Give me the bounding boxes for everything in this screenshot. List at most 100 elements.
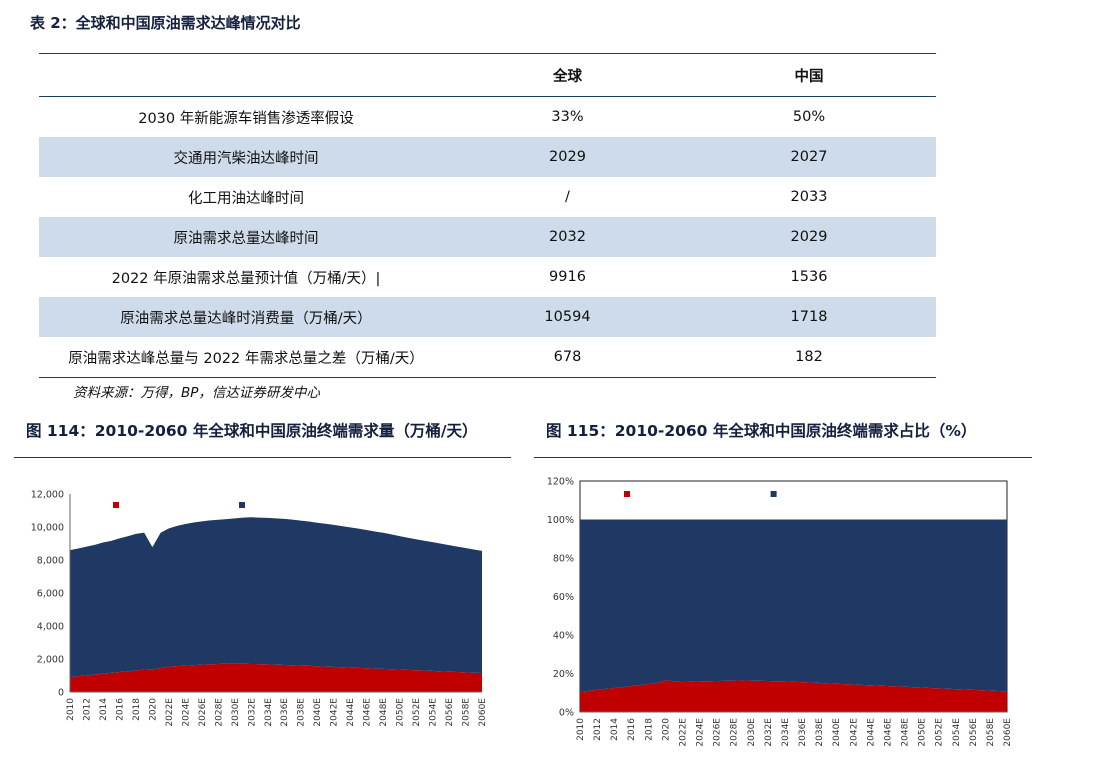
table-row: 化工用油达峰时间 / 2033 — [39, 177, 936, 217]
row-global-value: 2029 — [549, 149, 586, 165]
x-tick-label: 2024E — [181, 698, 191, 727]
x-tick-label: 2010 — [576, 718, 586, 741]
x-tick-label: 2048E — [901, 718, 911, 747]
x-tick-label: 2014 — [99, 698, 109, 721]
legend-label: 除中国外其他区域需求总量占比 — [780, 487, 920, 500]
legend-label: 中国原油终端需求总量占比 — [633, 487, 753, 500]
row-global-value: 678 — [553, 349, 582, 365]
y-tick-label: 10,000 — [31, 523, 64, 534]
row-label: 交通用汽柴油达峰时间 — [173, 150, 319, 167]
y-tick-label: 120% — [547, 477, 574, 488]
y-tick-label: 12,000 — [31, 490, 64, 501]
x-tick-label: 2030E — [747, 718, 757, 747]
source-note: 资料来源：万得，BP，信达证券研发中心 — [73, 385, 320, 401]
x-tick-label: 2014 — [610, 718, 620, 741]
x-tick-label: 2024E — [696, 718, 706, 747]
row-global-value: 2032 — [549, 229, 586, 245]
x-tick-label: 2020 — [661, 718, 671, 741]
x-tick-label: 2058E — [986, 718, 996, 747]
row-china-value: 182 — [795, 349, 823, 365]
x-tick-label: 2044E — [866, 718, 876, 747]
header-cell-global: 全球 — [553, 68, 582, 85]
series-area-0 — [580, 680, 1007, 712]
x-tick-label: 2034E — [264, 698, 274, 727]
x-tick-label: 2050E — [396, 698, 406, 727]
y-tick-label: 80% — [553, 554, 574, 565]
table-header-row: 全球 中国 — [39, 54, 936, 97]
x-tick-label: 2012 — [593, 718, 603, 741]
chart-115-title-rule — [534, 457, 1032, 458]
x-tick-label: 2056E — [969, 718, 979, 747]
row-label: 2030 年新能源车销售渗透率假设 — [138, 110, 354, 127]
y-tick-label: 60% — [553, 592, 574, 603]
chart-114-demand-volume: 0 2,000 4,000 6,000 8,000 10,000 12,000 2010 201… — [31, 490, 488, 727]
x-tick-label: 2018 — [132, 698, 142, 721]
x-tick-label: 2046E — [883, 718, 893, 747]
x-tick-label: 2020 — [148, 698, 158, 721]
x-tick-label: 2026E — [713, 718, 723, 747]
x-tick-label: 2022E — [678, 718, 688, 747]
x-tick-label: 2060E — [478, 698, 488, 727]
x-tick-label: 2058E — [462, 698, 472, 727]
row-global-value: 9916 — [549, 269, 586, 285]
x-tick-label: 2060E — [1003, 718, 1013, 747]
x-tick-label: 2016 — [115, 698, 125, 721]
x-tick-label: 2016 — [627, 718, 637, 741]
series-area-1 — [70, 517, 482, 678]
table-title: 表 2：全球和中国原油需求达峰情况对比 — [30, 14, 301, 32]
x-tick-label: 2032E — [764, 718, 774, 747]
legend-swatch — [770, 491, 777, 497]
x-tick-label: 2018 — [644, 718, 654, 741]
table-row: 2030 年新能源车销售渗透率假设 33% 50% — [39, 97, 936, 137]
y-tick-label: 4,000 — [37, 622, 64, 633]
row-label: 2022 年原油需求总量预计值（万桶/天）| — [111, 270, 381, 287]
row-global-value: 10594 — [544, 309, 591, 325]
x-tick-label: 2050E — [918, 718, 928, 747]
table-row: 2022 年原油需求总量预计值（万桶/天）| 9916 1536 — [39, 257, 936, 297]
table-row: 原油需求总量达峰时消费量（万桶/天） 10594 1718 — [39, 297, 936, 337]
y-tick-label: 2,000 — [37, 655, 64, 666]
x-tick-label: 2028E — [214, 698, 224, 727]
row-china-value: 2029 — [790, 229, 828, 245]
row-global-value: / — [565, 189, 570, 205]
x-tick-label: 2042E — [330, 698, 340, 727]
row-label: 化工用油达峰时间 — [188, 190, 304, 207]
x-tick-label: 2052E — [935, 718, 945, 747]
chart-114-title-rule — [14, 457, 511, 458]
x-tick-label: 2010 — [66, 698, 76, 721]
x-tick-label: 2056E — [445, 698, 455, 727]
row-label: 原油需求总量达峰时消费量（万桶/天） — [120, 310, 372, 327]
y-tick-label: 100% — [547, 515, 574, 526]
row-label: 原油需求达峰总量与 2022 年需求总量之差（万桶/天） — [68, 350, 424, 367]
legend-swatch — [113, 502, 119, 508]
row-china-value: 50% — [792, 109, 826, 125]
x-tick-label: 2048E — [379, 698, 389, 727]
y-tick-label: 20% — [553, 669, 574, 680]
x-tick-label: 2026E — [198, 698, 208, 727]
legend-swatch — [624, 491, 630, 497]
series-area-1 — [580, 519, 1007, 692]
row-china-value: 2027 — [790, 149, 828, 165]
row-china-value: 1718 — [790, 309, 828, 325]
y-tick-label: 0% — [559, 708, 574, 719]
row-global-value: 33% — [551, 109, 584, 125]
x-tick-label: 2022E — [165, 698, 175, 727]
x-tick-label: 2030E — [231, 698, 241, 727]
x-tick-label: 2042E — [849, 718, 859, 747]
comparison-table: 全球 中国 2030 年新能源车销售渗透率假设 33% 50% 交通用汽柴油达峰… — [39, 53, 936, 378]
x-tick-label: 2012 — [82, 698, 92, 721]
x-tick-label: 2038E — [815, 718, 825, 747]
x-tick-label: 2036E — [280, 698, 290, 727]
x-tick-label: 2036E — [798, 718, 808, 747]
x-tick-label: 2044E — [346, 698, 356, 727]
legend-label: 除中国外其他区域需求合计 — [248, 498, 368, 511]
x-tick-label: 2040E — [313, 698, 323, 727]
y-tick-label: 6,000 — [37, 589, 64, 600]
table-row: 原油需求达峰总量与 2022 年需求总量之差（万桶/天） 678 182 — [39, 337, 936, 378]
x-tick-label: 2034E — [781, 718, 791, 747]
x-tick-label: 2046E — [363, 698, 373, 727]
x-tick-label: 2028E — [730, 718, 740, 747]
chart-115-title: 图 115：2010-2060 年全球和中国原油终端需求占比（%） — [546, 422, 977, 440]
chart-115-demand-share: 0% 20% 40% 60% 80% 100% 120% 2010 2012 2014 2016 20… — [547, 477, 1013, 747]
x-tick-label: 2054E — [952, 718, 962, 747]
